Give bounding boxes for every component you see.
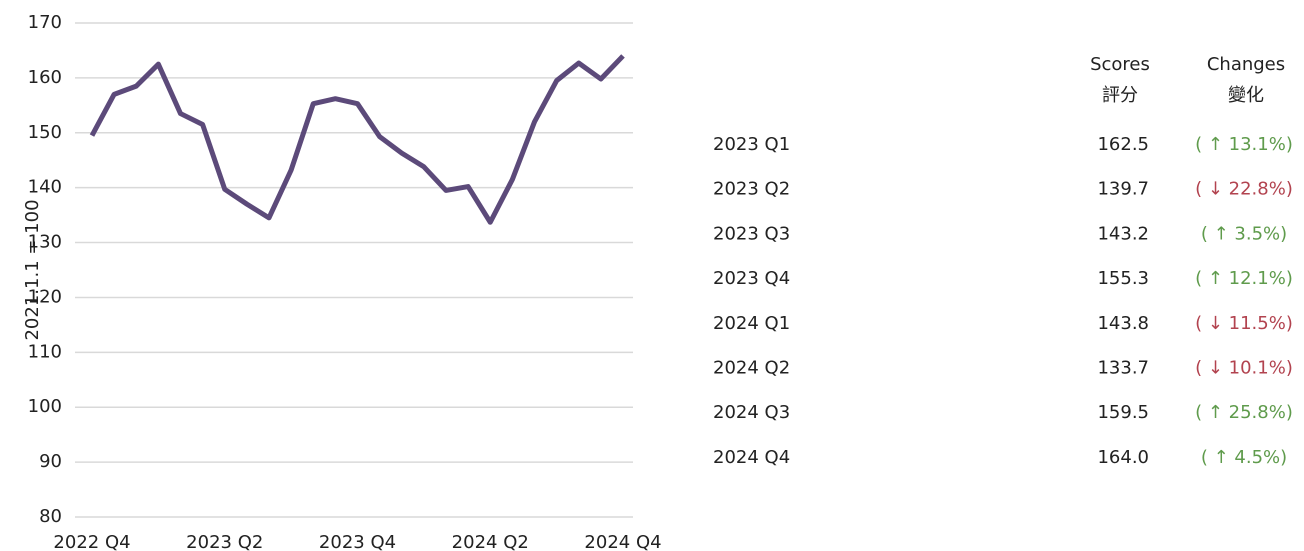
y-tick-label: 170 xyxy=(28,12,62,33)
x-tick-label: 2024 Q4 xyxy=(584,532,661,551)
row-label: 2023 Q4 xyxy=(713,268,790,289)
row-label: 2023 Q3 xyxy=(713,223,790,244)
score: 133.7 xyxy=(1097,358,1149,379)
change: ( ↑ 13.1%) xyxy=(1195,134,1293,155)
table-header: 評分 xyxy=(1102,85,1138,106)
row-label: 2023 Q2 xyxy=(713,179,790,200)
table-header: 變化 xyxy=(1228,85,1264,106)
y-tick-label: 150 xyxy=(28,122,62,143)
x-tick-label: 2024 Q2 xyxy=(452,532,529,551)
change: ( ↑ 3.5%) xyxy=(1201,223,1287,244)
x-tick-label: 2023 Q4 xyxy=(319,532,396,551)
y-tick-label: 90 xyxy=(39,451,62,472)
row-label: 2024 Q3 xyxy=(713,402,790,423)
table-header: Changes xyxy=(1207,54,1285,75)
row-label: 2024 Q2 xyxy=(713,358,790,379)
y-tick-label: 80 xyxy=(39,506,62,527)
x-tick-label: 2022 Q4 xyxy=(53,532,130,551)
y-tick-label: 140 xyxy=(28,177,62,198)
x-tick-label: 2023 Q2 xyxy=(186,532,263,551)
score: 162.5 xyxy=(1097,134,1149,155)
row-label: 2024 Q4 xyxy=(713,447,790,468)
y-tick-label: 110 xyxy=(28,341,62,362)
score: 155.3 xyxy=(1097,268,1149,289)
table-header: Scores xyxy=(1090,54,1150,75)
score: 139.7 xyxy=(1097,179,1149,200)
y-tick-label: 130 xyxy=(28,232,62,253)
line xyxy=(89,54,625,225)
y-axis-label: 2021.1.1 = 100 xyxy=(22,199,43,340)
y-tick-label: 120 xyxy=(28,286,62,307)
score: 159.5 xyxy=(1097,402,1149,423)
row-label: 2024 Q1 xyxy=(713,313,790,334)
score: 143.2 xyxy=(1097,223,1149,244)
y-tick-label: 160 xyxy=(28,67,62,88)
change: ( ↓ 10.1%) xyxy=(1195,358,1293,379)
score: 143.8 xyxy=(1097,313,1149,334)
change: ( ↓ 11.5%) xyxy=(1195,313,1293,334)
y-tick-label: 100 xyxy=(28,396,62,417)
change: ( ↑ 25.8%) xyxy=(1195,402,1293,423)
score: 164.0 xyxy=(1097,447,1149,468)
change: ( ↑ 12.1%) xyxy=(1195,268,1293,289)
change: ( ↓ 22.8%) xyxy=(1195,179,1293,200)
row-label: 2023 Q1 xyxy=(713,134,790,155)
change: ( ↑ 4.5%) xyxy=(1201,447,1287,468)
